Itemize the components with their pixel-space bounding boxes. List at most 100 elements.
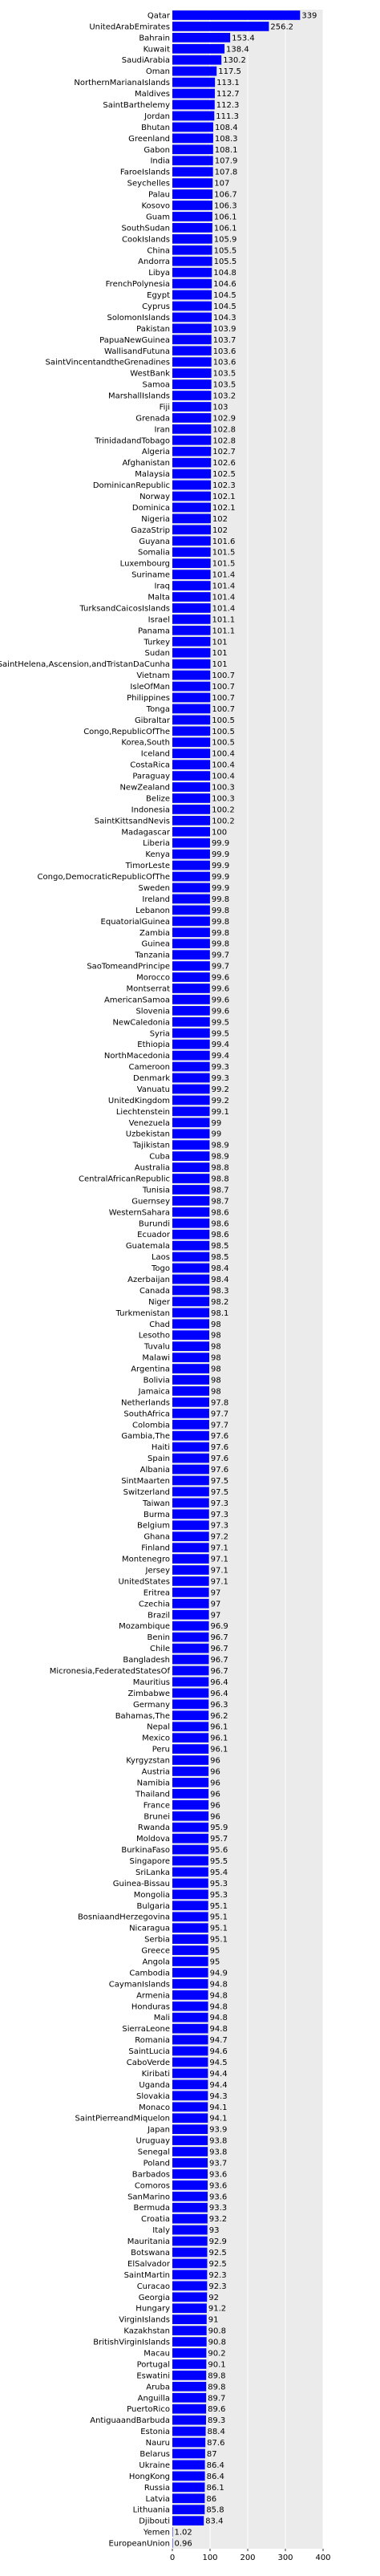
bar — [172, 99, 215, 110]
category-label: HongKong — [129, 2473, 170, 2481]
category-label: Kazakhstan — [123, 2327, 170, 2336]
bar — [172, 894, 210, 904]
value-label: 96.7 — [210, 1656, 228, 1665]
value-label: 93.6 — [209, 2193, 227, 2201]
bar — [172, 2169, 208, 2179]
bar — [172, 413, 212, 423]
category-label: Germany — [133, 1701, 170, 1710]
bar — [172, 2068, 208, 2079]
bar — [172, 1285, 210, 1296]
category-label: Hungary — [135, 2305, 170, 2314]
value-label: 98.9 — [211, 1153, 228, 1162]
category-label: Mozambique — [119, 1622, 170, 1631]
value-label: 101.4 — [212, 582, 236, 591]
bar — [172, 760, 211, 769]
value-label: 99.9 — [212, 839, 229, 848]
category-label: Jordan — [144, 112, 170, 121]
category-label: Slovenia — [135, 1007, 170, 1016]
category-label: Gabon — [144, 146, 170, 155]
bar — [172, 66, 217, 76]
bar — [172, 346, 212, 356]
category-label: Brazil — [148, 1611, 170, 1620]
category-label: Bahrain — [139, 34, 170, 43]
value-label: 112.7 — [216, 90, 240, 99]
category-label: Burma — [144, 1511, 170, 1519]
value-label: 96 — [210, 1790, 220, 1799]
x-tick-label: 400 — [315, 2554, 330, 2562]
category-label: Thailand — [135, 1790, 170, 1799]
bar — [172, 457, 212, 468]
bar — [172, 748, 211, 759]
value-label: 90.8 — [208, 2339, 226, 2347]
value-label: 100.3 — [212, 784, 235, 793]
value-label: 90.8 — [208, 2327, 226, 2336]
value-label: 89.8 — [208, 2383, 225, 2391]
category-label: Curacao — [137, 2282, 170, 2291]
value-label: 100.7 — [212, 683, 235, 692]
category-label: SaudiArabia — [122, 56, 170, 65]
x-tick-label: 100 — [202, 2554, 217, 2562]
category-label: Mexico — [142, 1734, 170, 1743]
value-label: 94.8 — [210, 1980, 228, 1989]
category-label: Senegal — [138, 2148, 170, 2157]
bar — [172, 2158, 208, 2168]
bar — [172, 223, 212, 233]
category-label: Malawi — [142, 1354, 170, 1363]
value-label: 100.2 — [212, 805, 235, 814]
bar — [172, 1654, 209, 1665]
bar — [172, 1990, 208, 2000]
bar — [172, 212, 212, 221]
value-label: 100.4 — [212, 750, 235, 759]
bar — [172, 1453, 209, 1463]
category-label: Comoros — [135, 2181, 170, 2190]
value-label: 96.3 — [210, 1701, 228, 1710]
category-label: Zambia — [139, 929, 170, 938]
value-label: 94.8 — [210, 2025, 228, 2034]
bar — [172, 513, 211, 524]
value-label: 103.6 — [213, 347, 236, 356]
bar — [172, 961, 210, 971]
category-label: Togo — [151, 1264, 170, 1273]
value-label: 94.1 — [209, 2103, 227, 2112]
value-label: 101.5 — [212, 549, 236, 558]
value-label: 99.6 — [212, 984, 229, 993]
bar — [172, 2482, 205, 2493]
category-label: Colombia — [132, 1421, 170, 1430]
bar — [172, 2538, 173, 2548]
bar — [172, 491, 211, 501]
category-label: Guinea-Bissau — [113, 1880, 170, 1888]
bar — [172, 1531, 209, 1542]
category-label: Kuwait — [144, 45, 170, 54]
bar — [172, 189, 213, 199]
category-label: Morocco — [136, 974, 170, 983]
bar — [172, 815, 211, 826]
bar — [172, 1218, 210, 1228]
value-label: 117.5 — [218, 67, 241, 76]
category-label: Turkmenistan — [115, 1309, 170, 1318]
value-label: 90.1 — [208, 2360, 225, 2369]
value-label: 105.9 — [214, 235, 237, 244]
bar — [172, 2079, 208, 2090]
bar — [172, 1509, 209, 1519]
value-label: 94.3 — [209, 2092, 227, 2101]
bar — [172, 659, 211, 669]
bar — [172, 1263, 210, 1273]
category-label: Latvia — [146, 2495, 170, 2504]
category-label: Congo,DemocraticRepublicOfThe — [38, 873, 170, 882]
category-label: Cyprus — [142, 302, 170, 311]
value-label: 106.7 — [214, 191, 237, 200]
x-tick-label: 0 — [170, 2554, 175, 2562]
bar — [172, 2180, 208, 2190]
value-label: 91.2 — [208, 2305, 226, 2314]
bar — [172, 2505, 205, 2515]
category-label: Nigeria — [141, 515, 170, 524]
category-label: CostaRica — [130, 761, 170, 770]
value-label: 101 — [212, 638, 227, 647]
bar — [172, 1073, 210, 1083]
bar — [172, 480, 212, 490]
value-label: 97.3 — [211, 1499, 228, 1508]
category-label: WallisandFutuna — [104, 347, 170, 356]
value-label: 102.5 — [212, 470, 236, 479]
bar — [172, 2001, 208, 2011]
